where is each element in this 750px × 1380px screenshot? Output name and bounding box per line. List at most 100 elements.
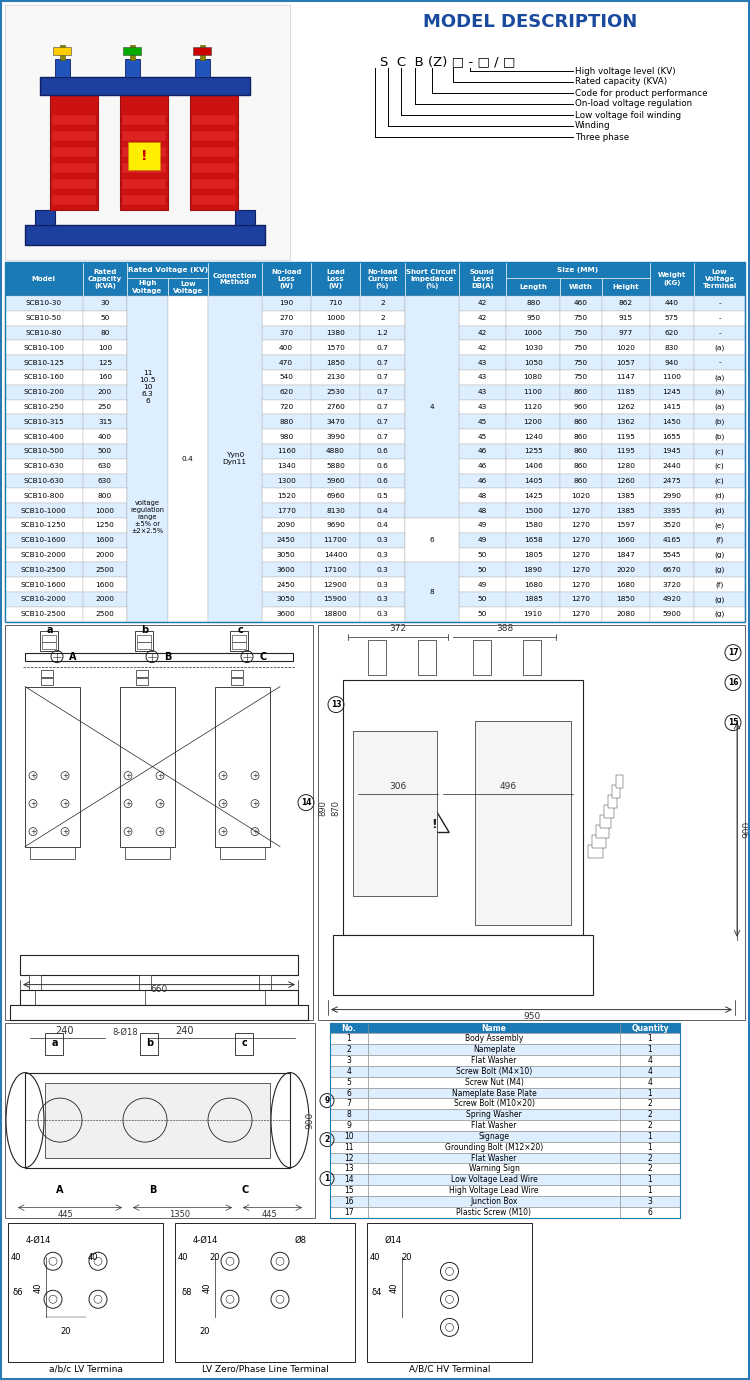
Bar bbox=[167, 563, 208, 577]
Text: 50: 50 bbox=[478, 552, 487, 558]
Bar bbox=[360, 326, 405, 341]
Text: 720: 720 bbox=[279, 404, 293, 410]
Bar bbox=[190, 95, 238, 210]
Text: 1280: 1280 bbox=[616, 464, 635, 469]
Bar bbox=[405, 326, 458, 341]
Bar bbox=[650, 548, 694, 563]
Bar bbox=[458, 414, 506, 429]
Bar bbox=[694, 592, 745, 607]
Bar bbox=[128, 504, 167, 518]
Bar bbox=[560, 414, 602, 429]
Bar bbox=[208, 518, 262, 533]
Bar bbox=[5, 414, 82, 429]
Bar bbox=[360, 533, 405, 548]
Bar bbox=[506, 592, 560, 607]
Bar bbox=[620, 1098, 680, 1110]
Bar bbox=[40, 77, 250, 95]
Text: 1680: 1680 bbox=[616, 581, 635, 588]
Text: 0.6: 0.6 bbox=[376, 477, 388, 484]
Bar bbox=[235, 210, 255, 225]
Bar bbox=[82, 563, 128, 577]
Bar bbox=[262, 385, 310, 400]
Bar bbox=[262, 607, 310, 621]
Text: 0.7: 0.7 bbox=[376, 345, 388, 351]
Bar bbox=[694, 577, 745, 592]
Bar bbox=[560, 533, 602, 548]
Text: 1270: 1270 bbox=[572, 567, 590, 573]
Bar bbox=[694, 563, 745, 577]
Bar bbox=[120, 95, 168, 210]
Text: Width: Width bbox=[569, 284, 592, 290]
Bar bbox=[602, 518, 650, 533]
Text: 17: 17 bbox=[344, 1208, 354, 1217]
Bar bbox=[208, 592, 262, 607]
Text: 388: 388 bbox=[496, 624, 513, 633]
Bar bbox=[167, 429, 208, 444]
Text: 9690: 9690 bbox=[326, 523, 345, 529]
Bar bbox=[506, 429, 560, 444]
Bar bbox=[128, 385, 167, 400]
Text: 1147: 1147 bbox=[616, 374, 635, 381]
Bar bbox=[600, 816, 611, 828]
Bar bbox=[208, 533, 262, 548]
Bar bbox=[694, 355, 745, 370]
Bar bbox=[650, 414, 694, 429]
Text: 18800: 18800 bbox=[323, 611, 347, 617]
Bar bbox=[128, 577, 167, 592]
Bar bbox=[52, 179, 96, 189]
Text: A: A bbox=[69, 651, 76, 661]
Text: 6: 6 bbox=[647, 1208, 652, 1217]
Bar bbox=[122, 195, 166, 206]
Bar bbox=[262, 444, 310, 458]
Bar bbox=[620, 1045, 680, 1056]
Bar bbox=[310, 577, 360, 592]
Text: Body Assembly: Body Assembly bbox=[465, 1035, 524, 1043]
Text: SCB10-400: SCB10-400 bbox=[23, 433, 64, 440]
Text: 1020: 1020 bbox=[572, 493, 590, 498]
Text: Spring Washer: Spring Washer bbox=[466, 1110, 522, 1119]
Bar bbox=[310, 518, 360, 533]
Text: b: b bbox=[142, 625, 148, 635]
Bar bbox=[560, 429, 602, 444]
Text: 3600: 3600 bbox=[277, 611, 296, 617]
Bar bbox=[650, 326, 694, 341]
Bar bbox=[458, 533, 506, 548]
Bar bbox=[310, 607, 360, 621]
Text: Warning Sign: Warning Sign bbox=[469, 1165, 520, 1173]
Bar bbox=[650, 355, 694, 370]
Text: 11
10.5
10
6.3
6: 11 10.5 10 6.3 6 bbox=[140, 370, 156, 404]
Text: 2: 2 bbox=[647, 1100, 652, 1108]
Bar bbox=[208, 295, 262, 310]
Text: 1658: 1658 bbox=[524, 537, 542, 544]
Bar bbox=[506, 473, 560, 489]
Text: High Voltage Lead Wire: High Voltage Lead Wire bbox=[449, 1185, 538, 1195]
Text: 2450: 2450 bbox=[277, 537, 296, 544]
Text: 49: 49 bbox=[478, 581, 487, 588]
Bar bbox=[405, 341, 458, 355]
Bar bbox=[5, 429, 82, 444]
Text: -: - bbox=[718, 315, 721, 322]
Bar bbox=[620, 1034, 680, 1045]
Text: 40: 40 bbox=[202, 1283, 211, 1293]
Text: 125: 125 bbox=[98, 360, 112, 366]
Bar bbox=[5, 489, 82, 504]
Bar bbox=[128, 370, 167, 385]
Text: 3720: 3720 bbox=[662, 581, 681, 588]
Text: 2500: 2500 bbox=[95, 567, 115, 573]
Text: 240: 240 bbox=[56, 1025, 74, 1035]
Text: Load
Loss
(W): Load Loss (W) bbox=[326, 269, 345, 288]
Text: 0.7: 0.7 bbox=[376, 389, 388, 395]
Bar bbox=[360, 458, 405, 473]
Text: 20: 20 bbox=[61, 1326, 71, 1336]
Text: 2: 2 bbox=[647, 1121, 652, 1130]
Text: 1080: 1080 bbox=[524, 374, 543, 381]
Text: 4: 4 bbox=[647, 1056, 652, 1065]
Text: 1600: 1600 bbox=[95, 537, 115, 544]
Text: 2530: 2530 bbox=[326, 389, 345, 395]
Text: SCB10-1600: SCB10-1600 bbox=[21, 581, 67, 588]
Bar bbox=[360, 548, 405, 563]
Text: +: + bbox=[30, 773, 36, 778]
Text: MODEL DESCRIPTION: MODEL DESCRIPTION bbox=[423, 12, 637, 30]
Bar bbox=[262, 326, 310, 341]
Text: SCB10-1600: SCB10-1600 bbox=[21, 537, 67, 544]
